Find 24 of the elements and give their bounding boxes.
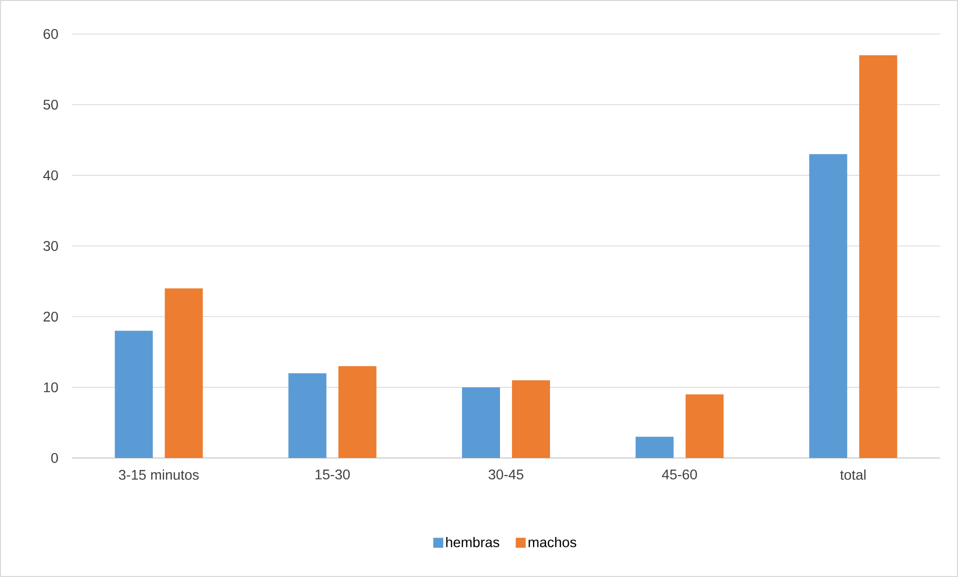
- x-tick-label: 3-15 minutos: [118, 470, 199, 480]
- bar: [114, 330, 153, 458]
- bar: [512, 380, 550, 458]
- y-tick-label: 0: [51, 453, 58, 463]
- y-tick-label: 10: [44, 382, 58, 392]
- bar: [809, 154, 848, 458]
- bar: [859, 55, 898, 458]
- y-tick-label: 60: [44, 29, 58, 39]
- y-tick-label: 30: [43, 241, 58, 251]
- bar: [462, 387, 500, 458]
- bar: [288, 373, 326, 458]
- bar: [164, 288, 203, 458]
- legend-label: machos: [528, 536, 576, 548]
- x-tick-label: 30-45: [488, 470, 524, 480]
- legend-label: hembras: [446, 536, 500, 548]
- y-tick-label: 50: [43, 100, 58, 110]
- x-tick-label: total: [840, 470, 866, 480]
- y-tick-label: 20: [44, 312, 58, 322]
- bar: [686, 394, 724, 458]
- bar: [636, 436, 674, 458]
- bar: [338, 366, 376, 458]
- y-tick-label: 40: [43, 170, 58, 180]
- x-tick-label: 15-30: [316, 470, 350, 480]
- x-tick-label: 45-60: [662, 470, 697, 480]
